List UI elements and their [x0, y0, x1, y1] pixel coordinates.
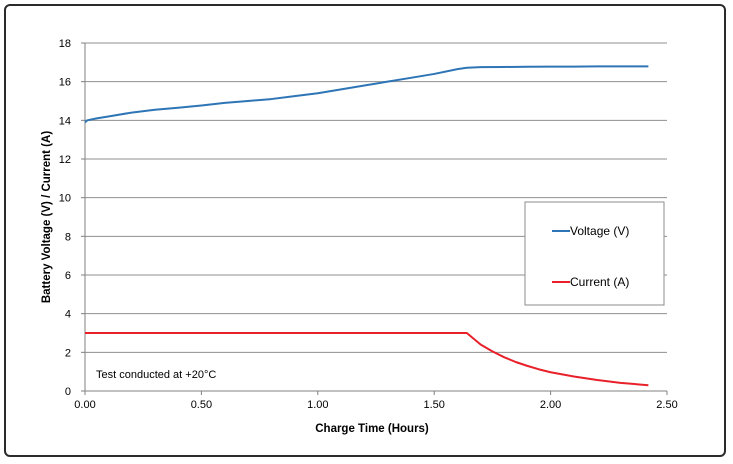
x-tick-label: 0.00 — [74, 399, 95, 411]
legend-box — [524, 201, 665, 306]
test-condition-note: Test conducted at +20°C — [96, 369, 216, 381]
x-tick-label: 2.00 — [540, 399, 561, 411]
y-tick-label: 8 — [65, 231, 71, 243]
series-line-voltage — [84, 65, 649, 124]
grid-lines — [84, 42, 667, 392]
series-line-current — [85, 332, 649, 387]
x-tick-label: 2.50 — [656, 399, 677, 411]
y-tick-label: 10 — [59, 193, 71, 205]
x-axis-title: Charge Time (Hours) — [315, 423, 429, 435]
y-tick-label: 12 — [59, 154, 71, 166]
series-lines — [84, 65, 649, 387]
x-tick-label: 0.50 — [191, 399, 212, 411]
x-tick-label: 1.00 — [307, 399, 328, 411]
legend: Voltage (V) Current (A) — [524, 201, 665, 306]
y-tick-label: 14 — [59, 115, 71, 127]
y-axis-ticks: 0 2 4 6 8 10 12 14 16 18 — [59, 38, 85, 398]
y-tick-label: 6 — [65, 270, 71, 282]
x-axis-ticks: 0.00 0.50 1.00 1.50 2.00 2.50 — [74, 391, 678, 411]
legend-current-label: Current (A) — [570, 275, 629, 289]
y-tick-label: 18 — [59, 38, 71, 50]
y-tick-label: 2 — [65, 347, 71, 359]
y-tick-label: 16 — [59, 77, 71, 89]
legend-voltage-label: Voltage (V) — [570, 224, 629, 238]
y-tick-label: 0 — [65, 386, 71, 398]
y-axis-title: Battery Voltage (V) / Current (A) — [41, 131, 53, 303]
y-tick-label: 4 — [65, 309, 71, 321]
x-tick-label: 1.50 — [423, 399, 444, 411]
